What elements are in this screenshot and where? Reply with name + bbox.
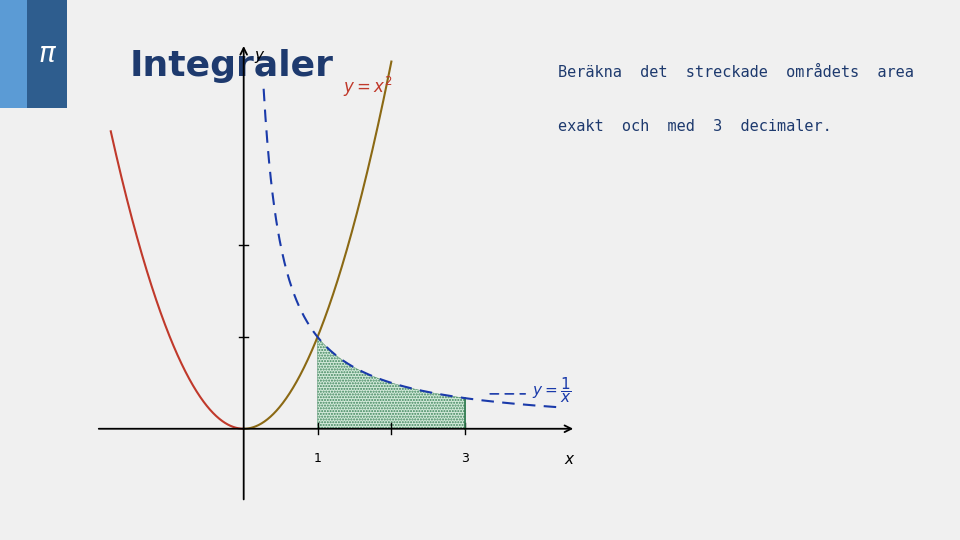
Text: $y = x^2$: $y = x^2$	[344, 75, 393, 99]
Text: exakt  och  med  3  decimaler.: exakt och med 3 decimaler.	[559, 119, 832, 134]
Text: Beräkna  det  streckade  områdets  area: Beräkna det streckade områdets area	[559, 65, 914, 80]
Text: 1: 1	[314, 451, 322, 465]
FancyBboxPatch shape	[0, 0, 67, 108]
Text: 3: 3	[462, 451, 469, 465]
Text: x: x	[564, 451, 573, 467]
Text: $y=\dfrac{1}{x}$: $y=\dfrac{1}{x}$	[532, 375, 571, 405]
Text: Integraler: Integraler	[130, 49, 334, 83]
Text: $\pi$: $\pi$	[37, 40, 57, 68]
Text: y: y	[254, 48, 264, 63]
FancyBboxPatch shape	[27, 0, 67, 108]
